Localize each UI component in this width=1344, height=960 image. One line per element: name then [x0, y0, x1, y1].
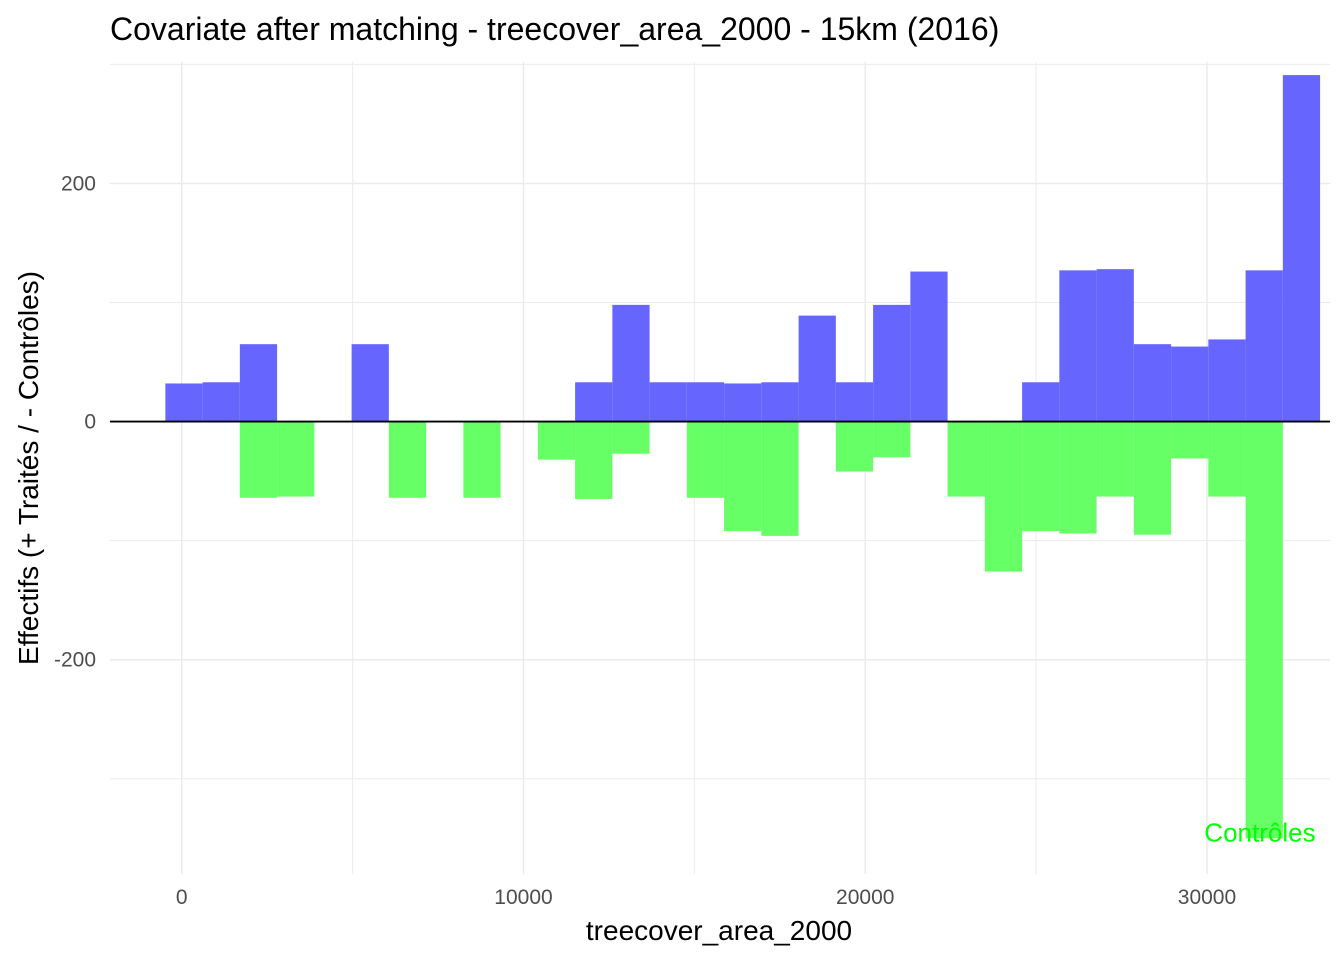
control-bar — [277, 421, 315, 497]
chart-title: Covariate after matching - treecover_are… — [110, 11, 999, 47]
control-bar — [1208, 421, 1246, 497]
x-tick-label: 30000 — [1178, 886, 1236, 909]
x-tick-label: 20000 — [836, 886, 894, 909]
control-bar — [239, 421, 278, 498]
minor-gridlines — [110, 62, 1330, 874]
treated-bar — [239, 344, 278, 422]
control-bar — [947, 421, 985, 497]
control-bar — [724, 421, 762, 532]
y-tick-label: -200 — [54, 649, 96, 672]
plot-area: Contrôles — [110, 62, 1330, 874]
x-tick-label: 10000 — [494, 886, 552, 909]
control-bar — [612, 421, 650, 454]
control-bar — [1171, 421, 1209, 459]
annotation-label: Contrôles — [1204, 817, 1315, 847]
x-tick-label: 0 — [176, 886, 188, 909]
treated-bar — [761, 382, 799, 422]
treated-bar — [202, 382, 240, 422]
y-axis-ticks: -200 0 200 — [54, 172, 96, 671]
control-bar — [537, 421, 576, 460]
control-bar — [575, 421, 613, 499]
control-bars — [239, 421, 1283, 839]
treated-bar — [686, 382, 725, 422]
treated-bar — [798, 315, 836, 422]
treated-bar — [575, 382, 613, 422]
annotations: Contrôles — [1204, 817, 1315, 847]
control-bar — [1245, 421, 1283, 839]
control-bar — [1133, 421, 1172, 535]
treated-bars — [165, 75, 1321, 422]
control-bar — [686, 421, 725, 498]
control-bar — [1022, 421, 1060, 532]
treated-bar — [1022, 382, 1060, 422]
treated-bar — [351, 344, 389, 422]
control-bar — [1096, 421, 1134, 497]
control-bar — [1059, 421, 1097, 534]
control-bar — [873, 421, 911, 458]
control-bar — [984, 421, 1023, 572]
treated-bar — [873, 304, 911, 422]
treated-bar — [1059, 270, 1097, 422]
treated-bar — [612, 304, 650, 422]
treated-bar — [1208, 339, 1246, 422]
y-axis-title: Effectifs (+ Traités / - Contrôles) — [13, 271, 44, 665]
treated-bar — [835, 382, 874, 422]
treated-bar — [1282, 75, 1321, 422]
control-bar — [835, 421, 874, 472]
control-bar — [463, 421, 501, 498]
treated-bar — [910, 271, 948, 422]
treated-bar — [1245, 270, 1283, 422]
treated-bar — [649, 382, 687, 422]
treated-bar — [1096, 269, 1134, 422]
x-axis-ticks: 0 10000 20000 30000 — [176, 886, 1236, 909]
x-axis-title: treecover_area_2000 — [586, 915, 852, 946]
y-tick-label: 0 — [84, 411, 96, 434]
y-tick-label: 200 — [61, 172, 96, 195]
treated-bar — [1171, 346, 1209, 422]
treated-bar — [1133, 344, 1172, 422]
treated-bar — [165, 383, 203, 422]
control-bar — [761, 421, 799, 536]
treated-bar — [724, 383, 762, 422]
control-bar — [388, 421, 427, 498]
